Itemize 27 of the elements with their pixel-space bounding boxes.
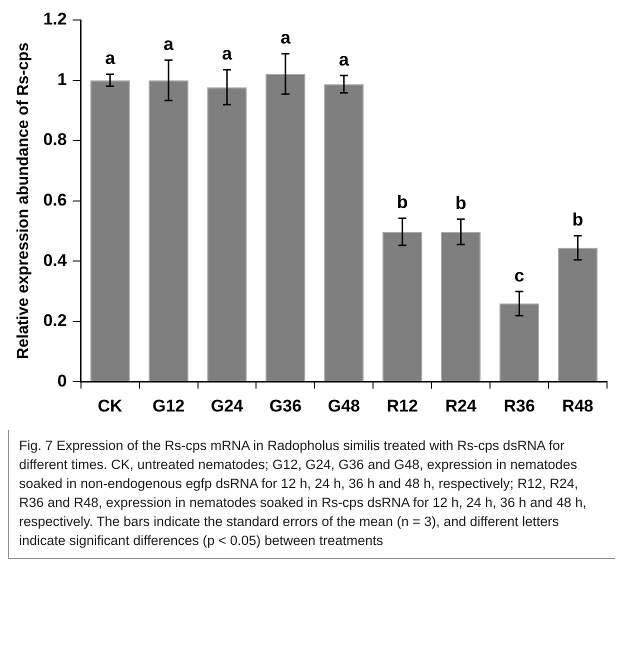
data-label: a — [105, 48, 116, 68]
data-label: a — [338, 49, 350, 70]
x-tick-label: R36 — [504, 396, 535, 416]
x-tick-label: R24 — [445, 396, 477, 416]
x-tick-label: G48 — [328, 396, 360, 416]
data-label: b — [572, 210, 584, 230]
data-label: b — [396, 192, 408, 212]
x-tick-label: R12 — [386, 396, 418, 416]
caption: Fig. 7 Expression of the Rs-cps mRNA in Radopholus similis treated with Rs-cps dsRNA for different times. CK, untreated nematodes; G12, G24, G36 and G48, expression in nematodes soaked in non-endogenous egfp dsRNA for 12 h, 24 h, 36 h and 48 h, respectively; R12, R24, R36 and R48, expression in nematodes soaked in Rs-cps dsRNA for 12 h, 24 h, 36 h and 48 h, respectively. The bars indicate the standard errors of the mean (n = 3), and different letters indicate significant differences (p < 0.05) between treatments — [19, 437, 588, 550]
y-tick-label: 0.6 — [43, 190, 67, 210]
y-axis-title: Relative expression abundance of Rs-cps — [15, 42, 32, 360]
x-tick-label: G12 — [152, 396, 185, 416]
y-tick-label: 1.2 — [43, 10, 67, 29]
y-tick-label: 0.2 — [43, 311, 67, 330]
x-tick-label: CK — [98, 396, 124, 416]
y-tick-label: 0 — [57, 371, 67, 390]
x-tick-label: R48 — [562, 396, 594, 416]
data-label: a — [164, 34, 175, 54]
x-tick-label: G36 — [269, 396, 302, 416]
data-label: a — [280, 28, 292, 48]
x-tick-label: G24 — [210, 396, 244, 416]
data-label: c — [514, 265, 524, 286]
y-tick-label: 0.8 — [43, 130, 67, 150]
data-label: a — [222, 44, 233, 64]
data-label: b — [455, 193, 466, 214]
y-tick-label: 0.4 — [43, 250, 68, 270]
y-tick-label: 1 — [57, 70, 67, 89]
